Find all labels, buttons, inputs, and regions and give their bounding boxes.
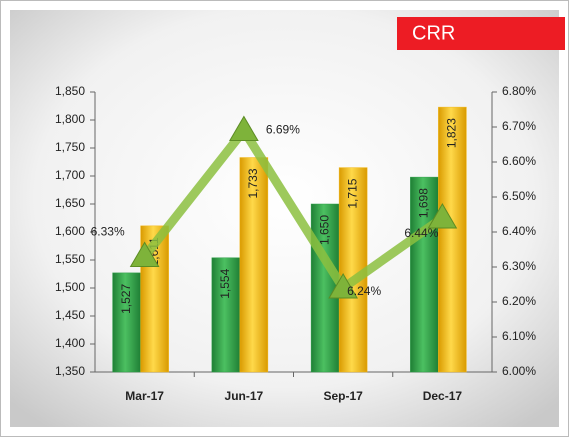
panel	[10, 10, 559, 427]
y2-tick-label: 6.50%	[502, 189, 536, 203]
chart-title: CRR	[412, 22, 455, 44]
y2-tick-label: 6.20%	[502, 294, 536, 308]
bar-value-label: 1,554	[218, 268, 232, 298]
bar-value-label: 1,650	[317, 215, 331, 245]
y-tick-label: 1,750	[55, 140, 85, 154]
y-tick-label: 1,650	[55, 196, 85, 210]
y-tick-label: 1,500	[55, 280, 85, 294]
bar	[112, 272, 141, 373]
bar	[239, 157, 269, 373]
line-value-label: 6.44%	[404, 226, 438, 240]
y2-tick-label: 6.40%	[502, 224, 536, 238]
y2-tick-label: 6.70%	[502, 119, 536, 133]
bar-value-label: 1,715	[345, 178, 359, 208]
line-marker	[427, 203, 458, 229]
y2-tick-label: 6.10%	[502, 329, 536, 343]
line-marker	[129, 241, 160, 267]
bar	[410, 176, 439, 373]
x-tick-label: Dec-17	[423, 389, 463, 403]
y-tick-label: 1,350	[55, 364, 85, 378]
bar-value-label: 1,823	[445, 118, 459, 148]
y2-tick-label: 6.30%	[502, 259, 536, 273]
y2-tick-label: 6.60%	[502, 154, 536, 168]
line-value-label: 6.24%	[347, 284, 381, 298]
y-tick-label: 1,400	[55, 336, 85, 350]
x-tick-label: Mar-17	[125, 389, 164, 403]
line-marker	[229, 115, 259, 141]
line-marker	[328, 273, 358, 299]
y-tick-label: 1,450	[55, 308, 85, 322]
bar-value-label: 1,527	[119, 284, 133, 314]
y-tick-label: 1,850	[55, 84, 85, 98]
y-tick-label: 1,800	[55, 112, 85, 126]
y-tick-label: 1,600	[55, 224, 85, 238]
line-value-label: 6.33%	[91, 225, 125, 239]
y-tick-label: 1,550	[55, 252, 85, 266]
line	[141, 122, 445, 295]
y2-tick-label: 6.80%	[502, 84, 536, 98]
bar	[211, 257, 241, 373]
line-value-label: 6.69%	[266, 123, 300, 137]
title-box	[397, 17, 565, 50]
y-tick-label: 1,700	[55, 168, 85, 182]
bar	[438, 106, 467, 373]
y2-tick-label: 6.00%	[502, 364, 536, 378]
bar-value-label: 1,698	[417, 188, 431, 218]
x-tick-label: Sep-17	[323, 389, 363, 403]
bar-value-label: 1,733	[246, 168, 260, 198]
x-tick-label: Jun-17	[225, 389, 264, 403]
